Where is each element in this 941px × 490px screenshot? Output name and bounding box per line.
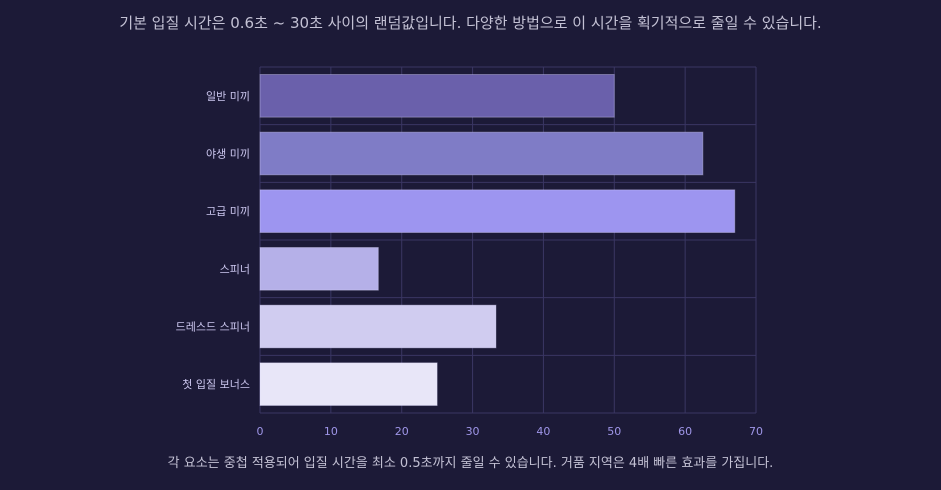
grid-layer: [259, 66, 757, 414]
bar: [259, 246, 379, 291]
category-label: 드레스드 스피너: [176, 321, 250, 334]
header-note: 기본 입질 시간은 0.6초 ~ 30초 사이의 랜덤값입니다. 다양한 방법으…: [119, 14, 822, 32]
bar: [259, 189, 736, 234]
bar: [259, 131, 704, 176]
x-tick-label: 30: [466, 425, 480, 438]
x-tick-label: 0: [257, 425, 264, 438]
x-tick-label: 60: [678, 425, 692, 438]
category-label: 고급 미끼: [206, 205, 250, 218]
bar-layer: [259, 73, 736, 407]
bar: [259, 362, 438, 407]
x-tick-label: 20: [395, 425, 409, 438]
category-label: 일반 미끼: [206, 89, 250, 103]
category-label: 스피너: [220, 263, 250, 276]
bar: [259, 304, 497, 349]
x-tick-label: 10: [324, 425, 338, 438]
bar: [259, 73, 615, 118]
x-tick-label: 40: [536, 425, 550, 438]
category-label: 야생 미끼: [206, 148, 250, 161]
category-label: 첫 입질 보너스: [182, 378, 250, 391]
x-tick-label: 70: [749, 425, 763, 438]
x-tick-label: 50: [607, 425, 621, 438]
footer-note: 각 요소는 중첩 적용되어 입질 시간을 최소 0.5초까지 줄일 수 있습니다…: [167, 456, 774, 471]
